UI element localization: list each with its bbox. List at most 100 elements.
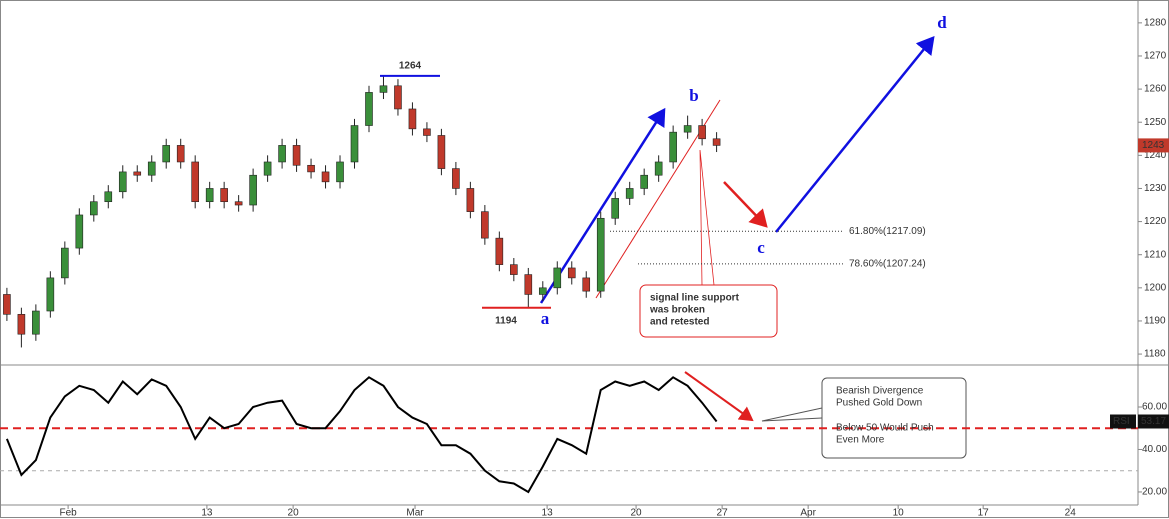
y-tick-label: 1220 (1144, 216, 1167, 227)
candle-body (466, 188, 475, 212)
wave-label: b (689, 86, 698, 105)
candle-body (452, 168, 460, 189)
y-tick-label: 1230 (1144, 183, 1167, 194)
y-tick-label: 40.00 (1142, 444, 1167, 455)
callout-pointer (761, 407, 823, 422)
candle-body (220, 188, 228, 203)
divergence-arrow (684, 371, 754, 422)
fib-label: 61.80%(1217.09) (849, 226, 926, 237)
candle-body (75, 214, 84, 249)
candle-body (104, 191, 113, 203)
last-price-box (1138, 138, 1169, 153)
candle-body (481, 211, 489, 239)
y-tick-label: 1240 (1144, 150, 1167, 161)
candle-body (538, 287, 547, 295)
candle-body (625, 188, 634, 199)
candle-body (510, 264, 518, 275)
candle-body (698, 125, 706, 140)
x-tick-label: 10 (893, 508, 905, 519)
rsi-value-label: 53.17 (1141, 416, 1166, 427)
candle-body (712, 138, 721, 146)
note-pointer (699, 149, 715, 286)
rsi-value-box (1138, 414, 1169, 429)
y-tick-label: 1180 (1144, 349, 1166, 360)
note-box (639, 284, 778, 338)
wave-arrow (775, 36, 935, 233)
candle-body (336, 161, 344, 183)
y-tick-label: 1270 (1144, 51, 1167, 62)
x-tick-label: Mar (406, 508, 424, 519)
x-tick-label: 24 (1065, 508, 1077, 519)
rsi-name-box (1110, 414, 1136, 429)
wave-label: c (757, 238, 765, 257)
candle-body (307, 164, 315, 173)
candle-body (669, 131, 677, 163)
candle-body (365, 92, 373, 126)
y-tick-label: 1260 (1144, 84, 1167, 95)
note-text: and retested (650, 317, 709, 328)
candle-body (133, 171, 142, 176)
x-tick-label: Apr (800, 508, 816, 519)
candle-body (292, 145, 301, 166)
x-tick-label: 20 (631, 508, 643, 519)
candle-body (611, 198, 620, 219)
wave-label: a (541, 309, 550, 328)
candle-body (263, 161, 272, 176)
note-text: was broken (649, 305, 705, 316)
candle-body (640, 174, 648, 189)
x-tick-label: 20 (288, 508, 300, 519)
x-tick-label: Feb (59, 508, 77, 519)
y-tick-label: 1200 (1144, 282, 1167, 293)
candle-body (176, 145, 185, 163)
candle-body (394, 85, 402, 110)
candle-body (596, 217, 605, 292)
y-tick-label: 20.00 (1142, 487, 1167, 498)
candle-body (654, 161, 663, 176)
y-tick-label: 1190 (1144, 316, 1166, 327)
candle-body (46, 277, 55, 312)
candle-body (437, 135, 446, 169)
note-text: signal line support (650, 293, 740, 304)
wave-label: d (937, 13, 947, 32)
x-tick-label: 17 (978, 508, 990, 519)
candle-body (191, 161, 199, 203)
y-tick-label: 1210 (1144, 249, 1167, 260)
candle-body (495, 237, 504, 265)
candle-body (61, 247, 69, 279)
candle-body (567, 267, 576, 279)
candle-body (582, 277, 591, 292)
legend-label: RSI (1113, 416, 1130, 427)
y-tick-label: 60.00 (1142, 402, 1167, 413)
swing-label: 1194 (495, 315, 517, 326)
candle-body (17, 314, 26, 335)
x-tick-label: 27 (717, 508, 729, 519)
rsi-line (5, 376, 718, 494)
callout-text: Bearish Divergence (836, 386, 924, 397)
y-tick-label: 1250 (1144, 117, 1167, 128)
candle-body (423, 128, 431, 136)
candle-body (118, 171, 127, 193)
callout-text: Even More (836, 435, 885, 446)
last-price-label: 1243 (1142, 140, 1165, 151)
candle-body (234, 201, 243, 206)
fib-label: 78.60%(1207.24) (849, 258, 926, 269)
callout-text: Pushed Gold Down (836, 398, 922, 409)
wave-arrow (539, 107, 666, 304)
candle-body (350, 125, 359, 163)
swing-label: 1264 (399, 60, 422, 71)
candle-body (379, 85, 388, 93)
y-tick-label: 1280 (1144, 17, 1167, 28)
candle-body (553, 267, 562, 289)
candle-body (408, 108, 417, 130)
candle-body (147, 161, 156, 176)
candle-body (321, 171, 330, 183)
callout-box (821, 377, 967, 459)
candle-body (89, 201, 98, 216)
candle-body (32, 310, 40, 335)
candle-body (278, 145, 286, 163)
candle-body (205, 188, 214, 203)
candle-body (3, 294, 11, 315)
candle-body (683, 125, 692, 133)
